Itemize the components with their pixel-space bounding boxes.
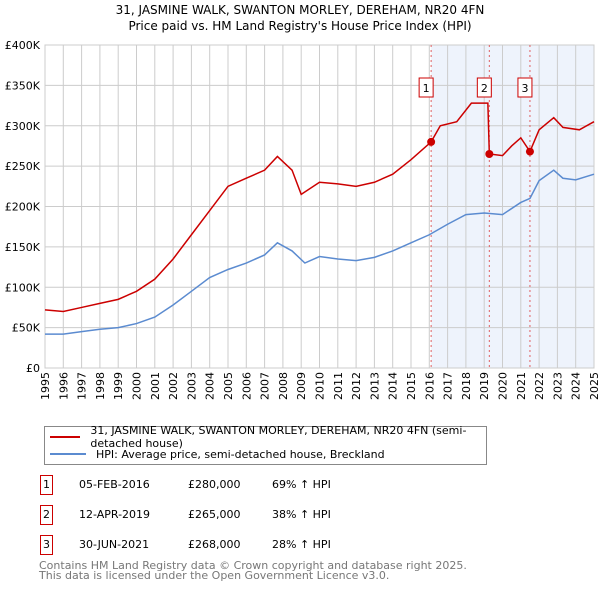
y-tick-label: £150K — [5, 241, 41, 254]
chart-title: 31, JASMINE WALK, SWANTON MORLEY, DEREHA… — [115, 3, 485, 17]
x-tick-label: 2019 — [478, 372, 491, 400]
x-tick-label: 1997 — [76, 372, 89, 400]
sale-date: 30-JUN-2021 — [79, 538, 150, 551]
y-tick-label: £200K — [5, 201, 41, 214]
legend: 31, JASMINE WALK, SWANTON MORLEY, DEREHA… — [44, 424, 487, 465]
x-tick-label: 1999 — [112, 372, 125, 400]
sale-label: 2 — [481, 82, 488, 95]
x-tick-label: 2015 — [405, 372, 418, 400]
y-tick-label: £250K — [5, 160, 41, 173]
legend-swatch-red — [50, 436, 81, 438]
x-tick-label: 2014 — [387, 372, 400, 400]
x-tick-label: 2005 — [222, 372, 235, 400]
sale-label-box — [517, 77, 533, 98]
footer-line: Contains HM Land Registry data © Crown c… — [39, 559, 467, 572]
x-tick-label: 2011 — [332, 372, 345, 400]
sale-date: 12-APR-2019 — [79, 508, 151, 521]
sale-point — [485, 150, 494, 159]
x-tick-label: 1995 — [39, 372, 52, 400]
x-tick-label: 2021 — [515, 372, 528, 400]
x-tick-label: 1996 — [57, 372, 70, 400]
sale-hpi: 28% ↑ HPI — [272, 538, 331, 551]
x-tick-label: 2006 — [240, 372, 253, 400]
x-tick-label: 2001 — [149, 372, 162, 400]
sale-hpi: 38% ↑ HPI — [272, 508, 331, 521]
x-tick-label: 2022 — [533, 372, 546, 400]
y-tick-label: £0 — [26, 362, 40, 375]
y-tick-label: £300K — [5, 120, 41, 133]
sale-label: 3 — [521, 82, 528, 95]
sale-label-box — [418, 77, 434, 98]
x-tick-label: 2025 — [588, 372, 600, 400]
sale-price: £280,000 — [188, 478, 241, 491]
sale-hpi: 69% ↑ HPI — [272, 478, 331, 491]
x-tick-label: 2024 — [570, 372, 583, 400]
series-line — [44, 102, 595, 313]
y-tick-label: £350K — [5, 79, 41, 92]
x-tick-label: 2018 — [460, 372, 473, 400]
sale-price: £268,000 — [188, 538, 241, 551]
y-tick-label: £50K — [12, 322, 41, 335]
x-tick-label: 2008 — [277, 372, 290, 400]
sale-date: 05-FEB-2016 — [79, 478, 150, 491]
x-tick-label: 2000 — [131, 372, 144, 400]
footer-line: This data is licensed under the Open Gov… — [39, 569, 390, 582]
x-tick-label: 2009 — [295, 372, 308, 400]
sale-row: 3 30-JUN-2021 £268,000 28% ↑ HPI — [40, 535, 440, 555]
sale-label-box — [476, 77, 492, 98]
chart-subtitle: Price paid vs. HM Land Registry's House … — [128, 19, 472, 33]
x-tick-label: 2013 — [368, 372, 381, 400]
sale-marker-badge: 3 — [40, 535, 53, 555]
legend-label-property: 31, JASMINE WALK, SWANTON MORLEY, DEREHA… — [90, 424, 467, 450]
sale-price: £265,000 — [188, 508, 241, 521]
legend-swatch-blue — [50, 453, 86, 455]
x-tick-label: 2020 — [497, 372, 510, 400]
plot-frame — [44, 44, 595, 369]
x-tick-label: 2002 — [167, 372, 180, 400]
sale-marker-badge: 2 — [40, 505, 53, 525]
x-tick-label: 2023 — [551, 372, 564, 400]
x-tick-label: 2010 — [314, 372, 327, 400]
series-line — [45, 169, 595, 335]
x-tick-label: 2004 — [204, 372, 217, 400]
y-tick-label: £100K — [5, 281, 41, 294]
x-tick-label: 2016 — [423, 372, 436, 400]
sale-point — [525, 147, 534, 156]
sale-point — [427, 137, 436, 146]
x-tick-label: 1998 — [94, 372, 107, 400]
x-tick-label: 2003 — [185, 372, 198, 400]
y-tick-label: £400K — [5, 39, 41, 52]
footer: Contains HM Land Registry data © Crown c… — [39, 559, 467, 582]
x-tick-label: 2007 — [259, 372, 272, 400]
sale-row: 1 05-FEB-2016 £280,000 69% ↑ HPI — [40, 475, 440, 495]
x-tick-label: 2017 — [442, 372, 455, 400]
x-tick-label: 2012 — [350, 372, 363, 400]
chart: 1995 1996 1997 1998 1999 2000 2001 2002 2003 2004… — [5, 39, 600, 400]
sale-label: 1 — [423, 82, 430, 95]
sale-row: 2 12-APR-2019 £265,000 38% ↑ HPI — [40, 505, 440, 525]
legend-label-hpi: HPI: Average price, semi-detached house,… — [96, 447, 385, 461]
sale-marker-badge: 1 — [40, 475, 53, 495]
